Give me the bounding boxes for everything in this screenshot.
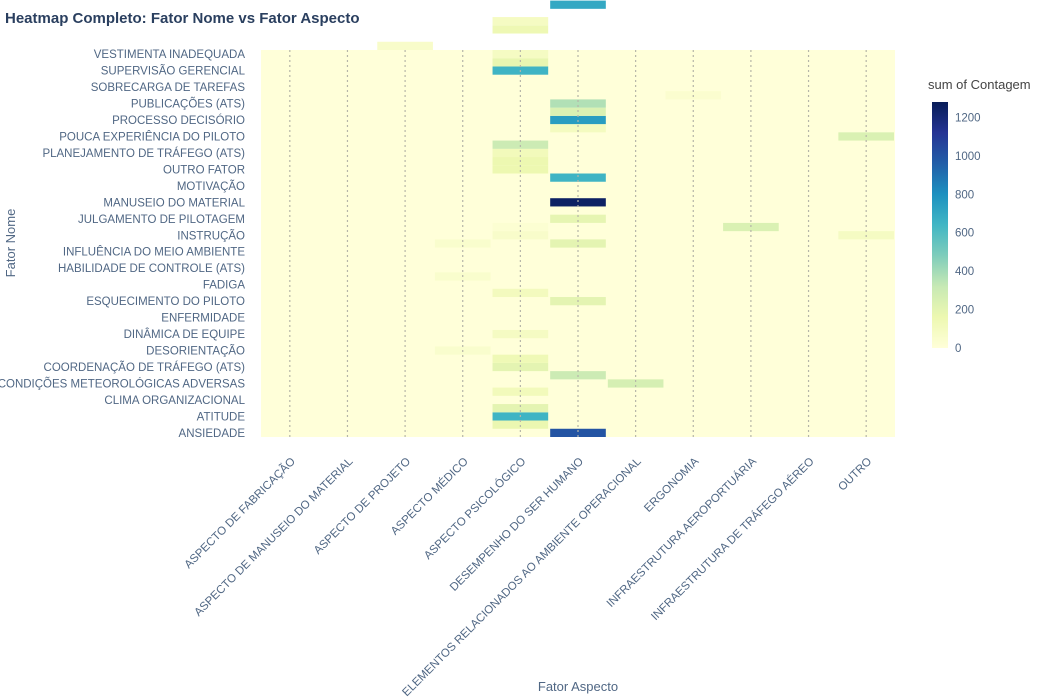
heatmap-cell [492, 50, 549, 59]
colorbar-title: sum of Contagem [928, 77, 1031, 92]
heatmap-cell [550, 99, 606, 108]
y-tick-label: HABILIDADE DE CONTROLE (ATS) [58, 263, 245, 275]
colorbar-tick-label: 0 [955, 343, 961, 355]
colorbar-tick-label: 400 [955, 266, 974, 278]
heatmap-cell [492, 404, 549, 413]
y-tick-label: MANUSEIO DO MATERIAL [103, 197, 245, 209]
heatmap-cell [434, 239, 491, 248]
x-axis-title: Fator Aspecto [538, 679, 618, 694]
colorbar-tick-label: 600 [955, 228, 974, 240]
y-tick-label: CONDIÇÕES METEOROLÓGICAS ADVERSAS [0, 377, 245, 390]
y-tick-label: PLANEJAMENTO DE TRÁFEGO (ATS) [42, 147, 245, 160]
y-tick-label: DINÂMICA DE EQUIPE [124, 328, 246, 341]
y-tick-label: ANSIEDADE [179, 428, 246, 440]
y-tick-label: VESTIMENTA INADEQUADA [94, 49, 246, 61]
heatmap-cell [607, 379, 664, 388]
heatmap-cell [492, 288, 549, 298]
heatmap-cell [492, 58, 549, 67]
y-tick-label: FADIGA [203, 280, 246, 292]
heatmap-cell [723, 222, 779, 232]
y-tick-label: PROCESSO DECISÓRIO [112, 114, 245, 127]
heatmap-cell [492, 25, 549, 34]
chart-title: Heatmap Completo: Fator Nome vs Fator As… [5, 10, 360, 27]
y-tick-label: INFLUÊNCIA DO MEIO AMBIENTE [63, 246, 245, 259]
colorbar [932, 102, 948, 348]
y-tick-label: COORDENAÇÃO DE TRÁFEGO (ATS) [44, 361, 246, 374]
heatmap-cell [492, 140, 549, 149]
x-tick-label: ASPECTO DE FABRICAÇÃO [182, 455, 298, 571]
y-tick-label: ATITUDE [197, 411, 246, 423]
heatmap-cell [492, 354, 549, 363]
heatmap-cell [550, 173, 606, 182]
heatmap-cell [492, 17, 549, 26]
heatmap-cell [492, 148, 549, 158]
heatmap-cell [550, 214, 606, 223]
y-tick-label: JULGAMENTO DE PILOTAGEM [78, 214, 245, 226]
colorbar-tick-label: 200 [955, 305, 974, 317]
y-tick-label: POUCA EXPERIÊNCIA DO PILOTO [59, 130, 245, 143]
heatmap-cell [550, 428, 606, 437]
heatmap-cell [550, 124, 606, 133]
y-tick-label: SUPERVISÃO GERENCIAL [101, 65, 246, 78]
heatmap-cell [492, 362, 549, 372]
y-tick-label: MOTIVAÇÃO [177, 180, 245, 193]
colorbar-tick-label: 800 [955, 189, 974, 201]
x-tick-label: ERGONOMIA [642, 455, 701, 514]
y-tick-label: PUBLICAÇÕES (ATS) [131, 98, 245, 111]
heatmap-cell [377, 41, 433, 50]
heatmap-cell [550, 115, 606, 125]
y-tick-label: ESQUECIMENTO DO PILOTO [86, 296, 245, 308]
x-tick-label: OUTRO [836, 456, 874, 494]
heatmap-cell [492, 420, 549, 429]
y-tick-label: SOBRECARGA DE TAREFAS [91, 82, 246, 94]
heatmap-cell [550, 0, 606, 9]
heatmap-cell [550, 239, 606, 248]
colorbar-tick-label: 1000 [955, 151, 981, 163]
colorbar-tick-label: 1200 [955, 112, 981, 124]
heatmap-cell [492, 222, 549, 232]
y-tick-label: CLIMA ORGANIZACIONAL [104, 395, 245, 407]
y-tick-label: INSTRUÇÃO [177, 229, 245, 242]
y-tick-label: ENFERMIDADE [161, 313, 245, 325]
heatmap-cell [492, 329, 549, 339]
y-axis-title: Fator Nome [3, 209, 18, 278]
x-tick-label: ASPECTO DE PROJETO [312, 456, 413, 557]
x-tick-label: ASPECTO PSICOLÓGICO [421, 455, 528, 562]
heatmap-cell [550, 198, 606, 207]
y-tick-label: DESORIENTAÇÃO [146, 345, 245, 358]
y-tick-label: OUTRO FATOR [163, 164, 245, 176]
heatmap-cell [492, 165, 549, 174]
